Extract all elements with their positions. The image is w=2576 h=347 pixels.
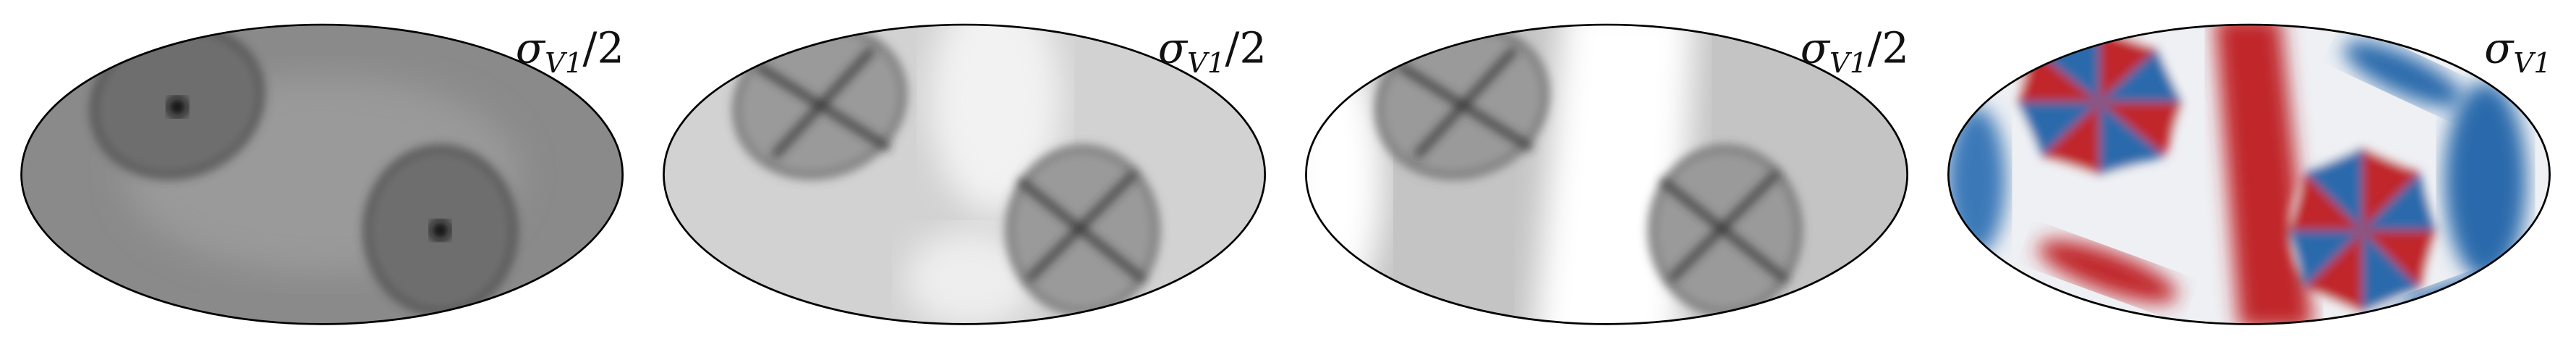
sky-map (21, 25, 623, 325)
sky-map (1306, 25, 1908, 325)
sky-map (663, 25, 1265, 325)
panel: σV1/2 (663, 22, 1267, 325)
panel-label: σV1/2 (1801, 22, 1909, 80)
panel: σV1/2 (1305, 22, 1909, 325)
label-part: V1 (1187, 47, 1225, 80)
panel: σV1 (1947, 22, 2551, 325)
label-part: V1 (1829, 47, 1867, 80)
label-part: /2 (1867, 22, 1908, 72)
sky-map (1948, 25, 2550, 325)
panel-label: σV1 (2484, 22, 2551, 80)
label-part: σ (516, 22, 546, 72)
panel: σV1/2 (20, 22, 624, 325)
label-part: V1 (2513, 47, 2551, 80)
panel-label: σV1/2 (516, 22, 624, 80)
label-part: V1 (545, 47, 582, 80)
label-part: σ (1158, 22, 1189, 72)
panel-label: σV1/2 (1158, 22, 1267, 80)
label-part: /2 (1225, 22, 1266, 72)
label-part: σ (2484, 22, 2515, 72)
label-part: σ (1801, 22, 1831, 72)
label-part: /2 (583, 22, 624, 72)
